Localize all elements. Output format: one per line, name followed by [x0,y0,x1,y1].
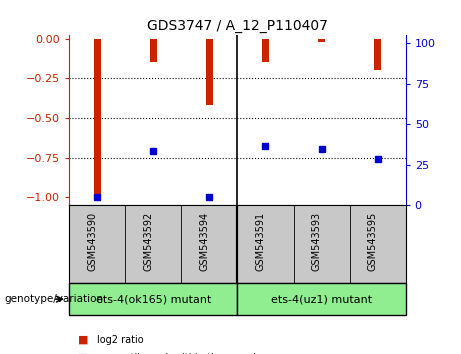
Text: ■: ■ [78,353,89,354]
Text: genotype/variation: genotype/variation [5,294,104,304]
Bar [206,39,213,105]
Text: GSM543595: GSM543595 [367,212,378,271]
Bar [237,283,406,315]
Text: GSM543594: GSM543594 [199,212,209,271]
Text: ets-4(ok165) mutant: ets-4(ok165) mutant [95,294,211,304]
Bar [262,39,269,62]
Text: GSM543593: GSM543593 [312,212,322,271]
Bar [69,283,237,315]
Text: ets-4(uz1) mutant: ets-4(uz1) mutant [271,294,372,304]
Text: GSM543591: GSM543591 [255,212,266,271]
Bar [374,39,381,70]
Bar [94,39,100,198]
Text: log2 ratio: log2 ratio [97,335,143,345]
Text: ■: ■ [78,335,89,345]
Text: GSM543590: GSM543590 [87,212,97,271]
Bar [150,39,157,62]
Bar [318,39,325,42]
Text: percentile rank within the sample: percentile rank within the sample [97,353,262,354]
Title: GDS3747 / A_12_P110407: GDS3747 / A_12_P110407 [147,19,328,33]
Text: GSM543592: GSM543592 [143,212,153,271]
